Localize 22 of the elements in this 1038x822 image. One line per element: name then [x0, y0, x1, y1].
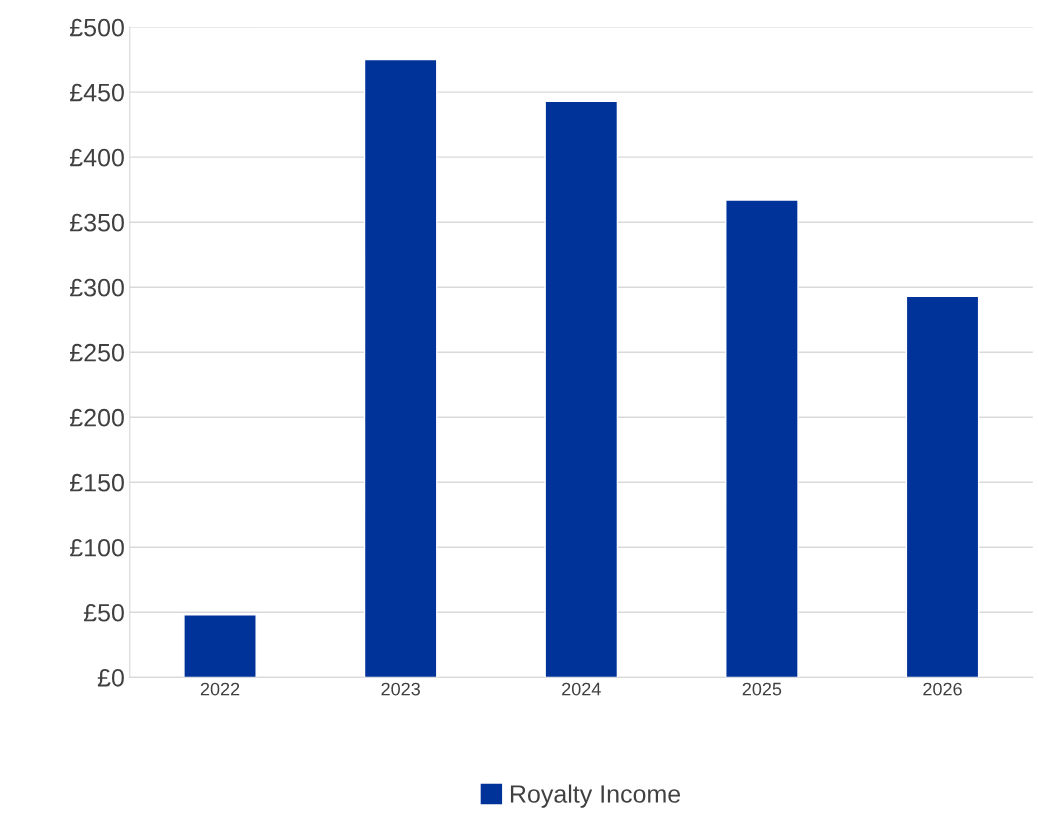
y-tick-label: £50 [83, 603, 124, 622]
x-tick-label: 2023 [381, 682, 420, 696]
y-tick-label: £0 [97, 668, 124, 687]
y-tick-label: £200 [69, 408, 124, 427]
x-tick-label: 2022 [200, 682, 240, 696]
y-tick-label: £250 [69, 343, 124, 362]
y-tick-label: £400 [69, 148, 124, 167]
y-tick-label: £100 [69, 538, 124, 557]
x-tick-label: 2025 [742, 682, 782, 696]
x-tick-label: 2024 [562, 682, 601, 696]
y-tick-label: £300 [69, 278, 124, 297]
bar [363, 58, 438, 678]
x-tick-label: 2026 [923, 682, 962, 696]
y-tick-label: £150 [69, 473, 124, 492]
bar [725, 199, 799, 678]
bar [544, 100, 619, 678]
bar [183, 614, 257, 678]
bar [905, 295, 980, 678]
legend-label: Royalty Income [510, 784, 681, 808]
y-tick-label: £450 [69, 83, 124, 102]
y-tick-label: £500 [69, 18, 124, 37]
y-tick-label: £350 [69, 213, 124, 232]
